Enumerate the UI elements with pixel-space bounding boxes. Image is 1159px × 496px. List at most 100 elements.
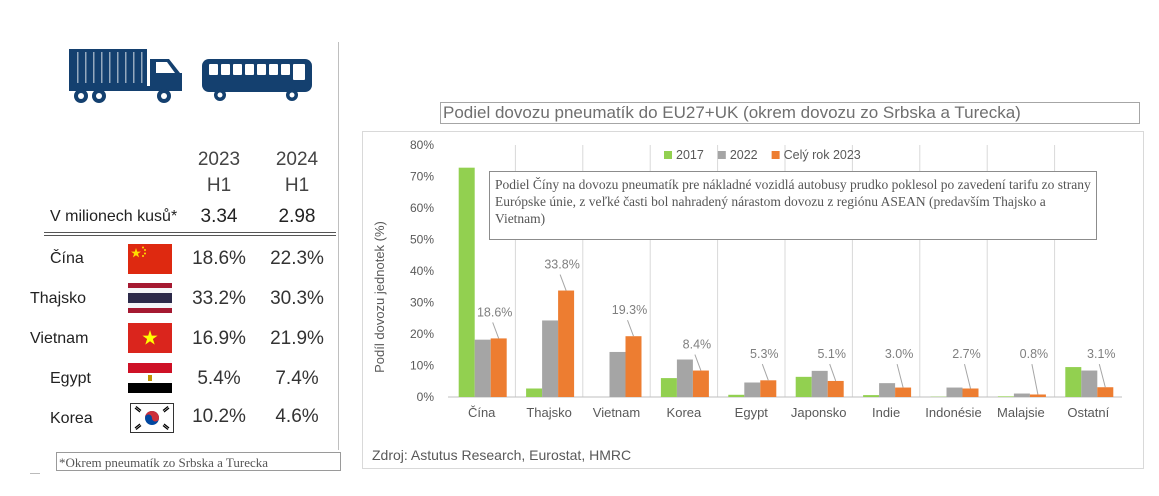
value-2023: 16.9% bbox=[192, 328, 246, 349]
x-tick-label: Vietnam bbox=[593, 405, 640, 420]
data-label-leader bbox=[627, 320, 634, 337]
bar-2022 bbox=[1013, 393, 1030, 397]
chart-title: Podiel dovozu pneumatík do EU27+UK (okre… bbox=[440, 102, 1140, 124]
bar-celý-rok-2023 bbox=[490, 338, 507, 397]
x-tick-label: Egypt bbox=[735, 405, 769, 420]
bar-celý-rok-2023 bbox=[692, 370, 709, 397]
bar-2017 bbox=[526, 388, 543, 397]
data-label-leader bbox=[761, 363, 769, 381]
chart-source: Zdroj: Astutus Research, Eurostat, HMRC bbox=[372, 447, 632, 463]
unit-value-2024: 2.98 bbox=[278, 206, 316, 227]
year-2023-label: 2023 bbox=[197, 149, 241, 170]
x-tick-label: Čína bbox=[468, 405, 496, 420]
unit-label: V milionech kusů* bbox=[50, 208, 178, 225]
half-2023-label: H1 bbox=[206, 175, 232, 196]
data-label: 5.1% bbox=[817, 347, 846, 361]
bar-celý-rok-2023 bbox=[827, 380, 844, 397]
y-tick-label: 0% bbox=[417, 390, 435, 404]
bar-celý-rok-2023 bbox=[962, 388, 979, 397]
year-2024-label: 2024 bbox=[275, 149, 319, 170]
bar-celý-rok-2023 bbox=[895, 387, 912, 397]
bar-celý-rok-2023 bbox=[760, 380, 777, 397]
y-tick-label: 50% bbox=[410, 233, 434, 247]
value-2024: 30.3% bbox=[270, 288, 324, 309]
year-header-2024: 2024 H1 bbox=[262, 147, 332, 199]
value-2024: 22.3% bbox=[270, 248, 324, 269]
data-label: 3.1% bbox=[1087, 347, 1116, 361]
value-2024: 21.9% bbox=[270, 328, 324, 349]
year-header-2023: 2023 H1 bbox=[184, 147, 254, 199]
legend-label: Celý rok 2023 bbox=[784, 148, 861, 162]
bar-2017 bbox=[997, 396, 1014, 397]
bar-2017 bbox=[660, 378, 677, 397]
bar-2022 bbox=[811, 370, 828, 397]
footnote: *Okrem pneumatík zo Srbska a Turecka bbox=[56, 452, 341, 471]
legend-swatch bbox=[771, 151, 780, 159]
bar-2017 bbox=[795, 376, 812, 397]
y-tick-label: 60% bbox=[410, 201, 434, 215]
bar-celý-rok-2023 bbox=[625, 336, 642, 397]
country-name: Vietnam bbox=[30, 330, 89, 347]
data-label-leader bbox=[829, 363, 837, 382]
legend-label: 2017 bbox=[676, 148, 704, 162]
bar-2017 bbox=[1065, 367, 1082, 397]
bar-celý-rok-2023 bbox=[558, 290, 575, 397]
data-label: 18.6% bbox=[477, 305, 512, 319]
value-2023: 33.2% bbox=[192, 288, 246, 309]
icon-row bbox=[66, 46, 326, 108]
bar-2017 bbox=[728, 394, 745, 397]
x-tick-label: Ostatní bbox=[1067, 405, 1109, 420]
legend-label: 2022 bbox=[730, 148, 758, 162]
value-2023: 10.2% bbox=[192, 406, 246, 427]
legend-swatch bbox=[717, 151, 726, 159]
bus-icon bbox=[202, 59, 312, 101]
data-label: 8.4% bbox=[683, 338, 712, 352]
y-tick-label: 30% bbox=[410, 296, 434, 310]
bar-2022 bbox=[542, 320, 559, 397]
bar-2022 bbox=[609, 351, 626, 397]
value-2024: 4.6% bbox=[275, 406, 319, 427]
data-label-leader bbox=[896, 363, 904, 388]
y-tick-label: 80% bbox=[410, 138, 434, 152]
bar-2022 bbox=[1081, 370, 1098, 397]
china-flag-icon bbox=[128, 244, 172, 274]
half-2024-label: H1 bbox=[284, 175, 310, 196]
unit-value-2023: 3.34 bbox=[200, 206, 238, 227]
country-name: Egypt bbox=[50, 370, 91, 387]
table-rule bbox=[44, 235, 336, 236]
bar-chart: 18.6% 33.8% 19.3% 8.4% 5.3% 5.1% 3.0% 2.7% 0.8% 3… bbox=[372, 138, 1122, 420]
value-2023: 5.4% bbox=[197, 368, 241, 389]
bar-2022 bbox=[744, 382, 761, 397]
truck-icon bbox=[69, 49, 182, 103]
x-tick-label: Korea bbox=[667, 405, 702, 420]
x-tick-label: Japonsko bbox=[791, 405, 847, 420]
value-2023: 18.6% bbox=[192, 248, 246, 269]
bar-2022 bbox=[474, 339, 491, 397]
country-name: Čína bbox=[50, 250, 84, 267]
vietnam-flag-icon bbox=[128, 323, 172, 353]
data-label: 33.8% bbox=[544, 258, 579, 272]
data-label-leader bbox=[964, 363, 971, 389]
x-tick-label: Indie bbox=[872, 405, 900, 420]
bar-2022 bbox=[676, 359, 693, 397]
y-tick-label: 20% bbox=[410, 327, 434, 341]
y-tick-label: 40% bbox=[410, 264, 434, 278]
value-2024: 7.4% bbox=[275, 368, 319, 389]
table-rule bbox=[44, 232, 336, 233]
legend-swatch bbox=[664, 151, 672, 159]
country-name: Korea bbox=[50, 410, 93, 427]
data-label: 0.8% bbox=[1020, 347, 1049, 361]
y-axis-label: Podíl dovozu jednotek (%) bbox=[372, 221, 387, 373]
data-label: 19.3% bbox=[612, 303, 647, 317]
data-label: 3.0% bbox=[885, 347, 914, 361]
thailand-flag-icon bbox=[128, 283, 172, 313]
data-label-leader bbox=[694, 354, 702, 371]
chart-frame bbox=[362, 131, 1144, 469]
y-tick-label: 70% bbox=[410, 170, 434, 184]
korea-flag-icon bbox=[130, 403, 174, 433]
data-label-leader bbox=[492, 322, 500, 339]
x-tick-label: Malajsie bbox=[997, 405, 1045, 420]
data-label-leader bbox=[559, 274, 567, 291]
egypt-flag-icon bbox=[128, 363, 172, 393]
bar-celý-rok-2023 bbox=[1029, 394, 1046, 397]
